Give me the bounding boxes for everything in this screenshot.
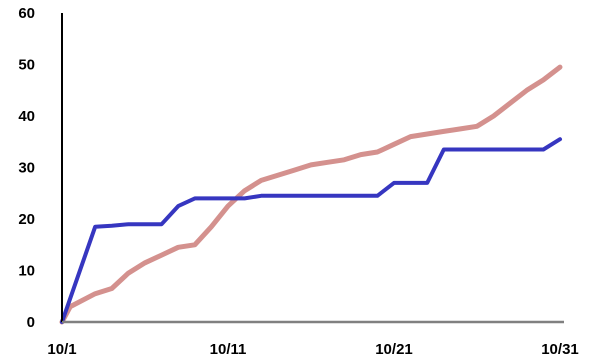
- x-tick-label: 10/11: [210, 341, 247, 358]
- y-tick-label: 0: [27, 314, 35, 331]
- y-tick-label: 40: [18, 108, 35, 125]
- y-tick-label: 10: [18, 263, 35, 280]
- y-tick-labels: 0 10 20 30 40 50 60: [18, 5, 35, 331]
- y-tick-label: 50: [18, 57, 35, 74]
- x-tick-label: 10/1: [47, 341, 76, 358]
- x-tick-label: 10/21: [375, 341, 413, 358]
- y-tick-label: 30: [18, 160, 35, 177]
- plot-lines: [59, 64, 563, 325]
- y-tick-label: 20: [18, 211, 35, 228]
- y-tick-label: 60: [18, 5, 35, 22]
- x-tick-labels: 10/1 10/11 10/21 10/31: [47, 341, 578, 358]
- axes: [61, 13, 564, 324]
- series-line-2: [60, 137, 562, 324]
- x-tick-label: 10/31: [541, 341, 579, 358]
- series-line-1: [59, 64, 563, 325]
